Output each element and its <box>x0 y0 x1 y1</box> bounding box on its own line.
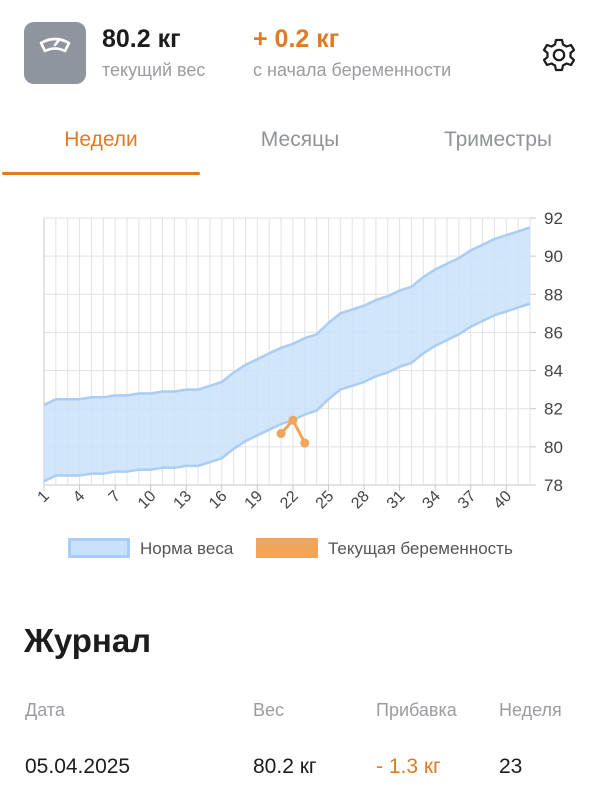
pregnancy-gain-caption: с начала беременности <box>253 60 452 80</box>
current-pregnancy-point <box>288 415 298 425</box>
active-tab-indicator <box>2 172 200 175</box>
legend-current-swatch[interactable] <box>256 538 318 558</box>
journal-row-week[interactable]: 23 <box>499 755 523 778</box>
x-tick-label: 34 <box>419 488 444 513</box>
norm-band-area <box>44 227 530 482</box>
column-header-weight: Вес <box>253 700 285 720</box>
legend-current-label[interactable]: Текущая беременность <box>328 539 513 558</box>
summary-header: 80.2 кг текущий вес + 0.2 кг с начала бе… <box>0 0 600 100</box>
y-tick-label: 80 <box>544 438 563 457</box>
current-weight-value: 80.2 кг <box>102 25 181 53</box>
column-header-week: Неделя <box>499 700 562 720</box>
pregnancy-gain-value: + 0.2 кг <box>253 25 340 53</box>
x-tick-label: 22 <box>277 488 302 513</box>
period-tabs: Недели Месяцы Триместры <box>0 118 600 178</box>
journal-row-date[interactable]: 05.04.2025 <box>25 755 131 778</box>
legend-norm-label[interactable]: Норма веса <box>140 539 234 558</box>
legend-norm-swatch[interactable] <box>68 538 130 558</box>
y-tick-label: 90 <box>544 247 563 266</box>
x-tick-label: 13 <box>170 488 195 513</box>
x-tick-label: 16 <box>206 488 231 513</box>
journal-row-gain[interactable]: - 1.3 кг <box>376 755 441 778</box>
current-pregnancy-point <box>276 429 286 439</box>
y-tick-label: 88 <box>544 285 563 304</box>
chart-legend: Норма веса Текущая беременность <box>0 536 600 560</box>
y-tick-label: 82 <box>544 400 563 419</box>
journal-title: Журнал <box>24 622 152 659</box>
x-tick-label: 10 <box>135 488 160 513</box>
x-tick-label: 19 <box>242 488 267 513</box>
x-tick-label: 25 <box>313 488 338 513</box>
y-tick-label: 92 <box>544 209 563 228</box>
scale-icon <box>24 22 86 84</box>
norm-band-upper-line <box>43 226 531 407</box>
column-header-date: Дата <box>25 700 65 720</box>
x-tick-label: 31 <box>384 488 409 513</box>
x-tick-label: 28 <box>348 488 373 513</box>
x-tick-label: 37 <box>455 488 480 513</box>
y-tick-label: 84 <box>544 362 563 381</box>
tab-weeks[interactable]: Недели <box>64 128 138 151</box>
tab-months[interactable]: Месяцы <box>260 128 340 151</box>
norm-band-lower-line <box>43 302 531 483</box>
column-header-gain: Прибавка <box>376 700 457 720</box>
journal-row-weight[interactable]: 80.2 кг <box>253 755 317 778</box>
x-tick-label: 40 <box>491 488 516 513</box>
current-weight-caption: текущий вес <box>102 60 206 80</box>
current-pregnancy-point <box>300 438 310 448</box>
y-tick-label: 78 <box>544 476 563 495</box>
tab-trimesters[interactable]: Триместры <box>443 128 553 151</box>
gear-icon[interactable] <box>540 36 578 74</box>
y-tick-label: 86 <box>544 323 563 342</box>
